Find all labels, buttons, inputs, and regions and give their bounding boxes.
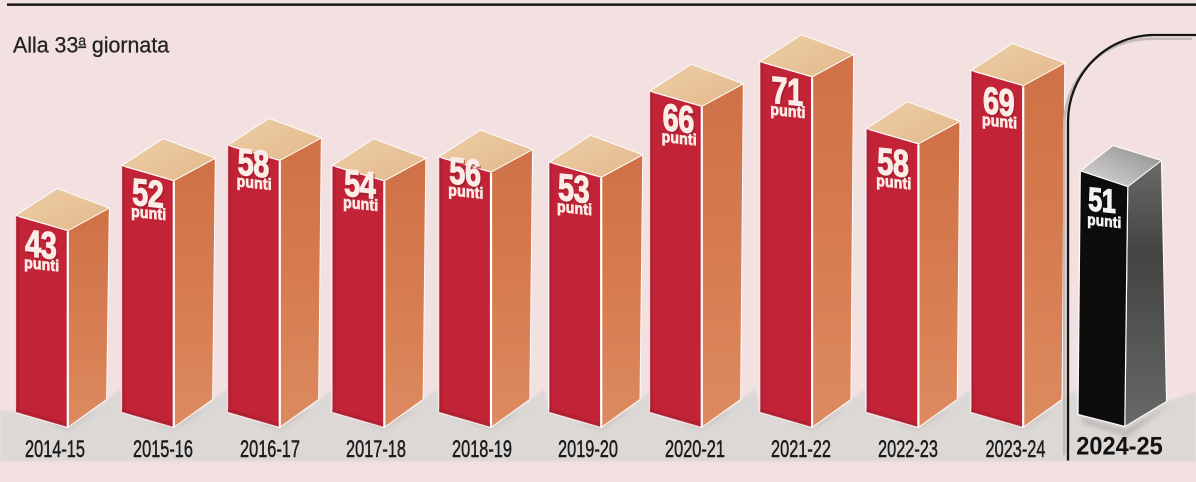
svg-text:punti: punti	[876, 172, 911, 194]
svg-text:punti: punti	[448, 181, 483, 203]
svg-text:2014-15: 2014-15	[25, 436, 85, 463]
svg-text:54: 54	[344, 162, 376, 208]
svg-text:56: 56	[449, 150, 480, 196]
svg-text:54: 54	[345, 164, 377, 210]
svg-text:71: 71	[773, 71, 804, 117]
svg-text:58: 58	[878, 142, 909, 188]
svg-text:51: 51	[1088, 181, 1115, 221]
svg-text:punti: punti	[24, 254, 59, 276]
svg-text:punti: punti	[343, 194, 378, 216]
svg-text:66: 66	[664, 98, 695, 144]
svg-text:2022-23: 2022-23	[878, 436, 938, 463]
svg-text:58: 58	[239, 143, 270, 189]
svg-text:43: 43	[25, 222, 56, 268]
svg-text:53: 53	[558, 166, 589, 212]
svg-text:52: 52	[132, 171, 163, 217]
svg-text:66: 66	[663, 96, 694, 142]
svg-text:2016-17: 2016-17	[240, 436, 300, 463]
svg-text:2017-18: 2017-18	[346, 436, 406, 463]
svg-text:56: 56	[451, 152, 482, 198]
svg-text:2020-21: 2020-21	[665, 436, 725, 463]
svg-text:2018-19: 2018-19	[452, 436, 512, 463]
svg-text:71: 71	[771, 69, 802, 115]
svg-text:punti: punti	[770, 101, 805, 123]
svg-text:2019-20: 2019-20	[558, 436, 618, 463]
svg-text:2015-16: 2015-16	[133, 436, 193, 463]
svg-text:58: 58	[877, 140, 908, 186]
svg-text:punti: punti	[237, 172, 272, 194]
svg-text:punti: punti	[131, 203, 166, 225]
svg-text:punti: punti	[557, 198, 592, 220]
svg-text:43: 43	[26, 224, 57, 270]
svg-text:2021-22: 2021-22	[771, 436, 831, 463]
svg-text:58: 58	[238, 141, 269, 187]
svg-text:53: 53	[559, 168, 590, 214]
svg-text:2023-24: 2023-24	[986, 436, 1046, 463]
svg-text:69: 69	[983, 79, 1014, 125]
svg-text:punti: punti	[982, 111, 1017, 133]
svg-text:2024-25: 2024-25	[1076, 433, 1162, 461]
svg-text:52: 52	[133, 173, 164, 219]
svg-text:punti: punti	[662, 128, 697, 150]
svg-text:Alla 33a giornata: Alla 33a giornata	[13, 32, 170, 58]
svg-text:69: 69	[984, 81, 1015, 127]
svg-text:punti: punti	[1087, 212, 1121, 233]
